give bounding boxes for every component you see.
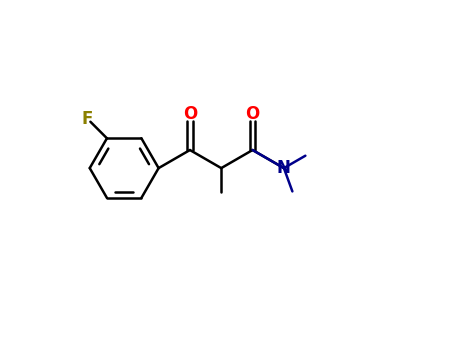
Text: O: O [183,105,197,123]
Text: F: F [81,110,93,128]
Text: O: O [245,105,260,123]
Text: N: N [277,159,291,177]
